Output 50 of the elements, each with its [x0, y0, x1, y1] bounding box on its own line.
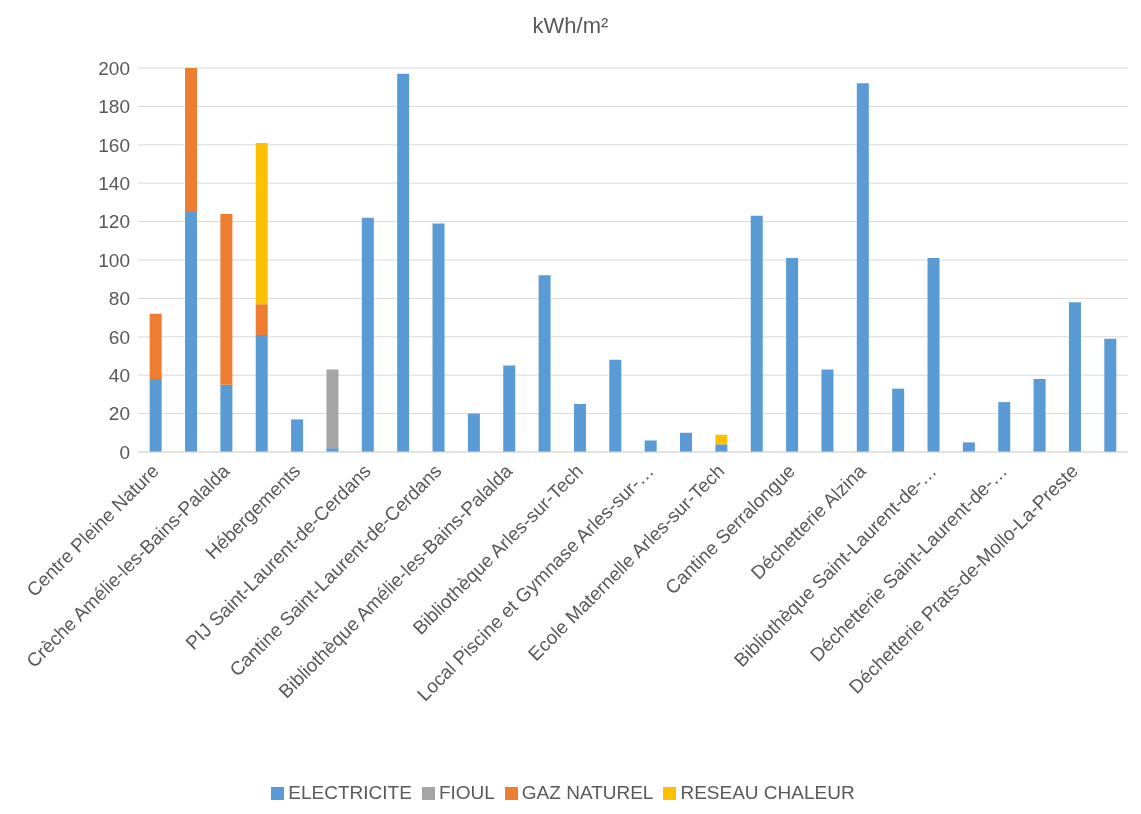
- y-tick-label: 20: [108, 403, 130, 425]
- bar: [821, 369, 834, 452]
- y-tick-label: 60: [108, 326, 130, 348]
- bar: [361, 217, 374, 452]
- legend-label: FIOUL: [438, 782, 495, 803]
- y-tick-label: 40: [108, 364, 130, 386]
- bar: [927, 258, 940, 452]
- bar: [644, 440, 657, 452]
- legend-label: GAZ NATUREL: [521, 782, 654, 803]
- bar: [255, 334, 268, 452]
- legend-label: ELECTRICITE: [288, 782, 412, 803]
- bar: [397, 73, 410, 452]
- bar: [750, 215, 763, 452]
- y-tick-label: 200: [98, 57, 130, 79]
- bar: [573, 404, 586, 452]
- y-tick-label: 0: [119, 441, 130, 463]
- y-tick-label: 80: [108, 288, 130, 310]
- bar: [220, 213, 233, 385]
- bar: [715, 434, 728, 445]
- bar: [1104, 338, 1117, 452]
- bar: [149, 313, 162, 380]
- bar: [467, 413, 480, 452]
- y-tick-label: 100: [98, 249, 130, 271]
- bar: [326, 369, 339, 449]
- legend-label: RESEAU CHALEUR: [680, 782, 855, 803]
- chart-title: kWh/m²: [531, 12, 610, 40]
- bar: [786, 258, 799, 452]
- bar: [715, 444, 728, 452]
- bar: [220, 384, 233, 452]
- bar: [1033, 379, 1046, 452]
- bar: [1068, 302, 1081, 452]
- bar: [892, 388, 905, 452]
- y-tick-label: 140: [98, 172, 130, 194]
- bar: [609, 359, 622, 452]
- bar: [185, 212, 198, 452]
- bar: [503, 365, 516, 452]
- bar: [680, 432, 693, 452]
- bar: [432, 223, 445, 452]
- bar: [149, 379, 162, 452]
- bar: [538, 275, 551, 452]
- bar: [185, 68, 198, 212]
- bar: [856, 83, 869, 452]
- y-tick-label: 120: [98, 211, 130, 233]
- y-tick-label: 180: [98, 96, 130, 118]
- bar: [255, 304, 268, 335]
- y-tick-label: 160: [98, 134, 130, 156]
- bar: [255, 142, 268, 305]
- bar: [998, 402, 1011, 452]
- bar: [291, 419, 304, 452]
- bar: [962, 442, 975, 452]
